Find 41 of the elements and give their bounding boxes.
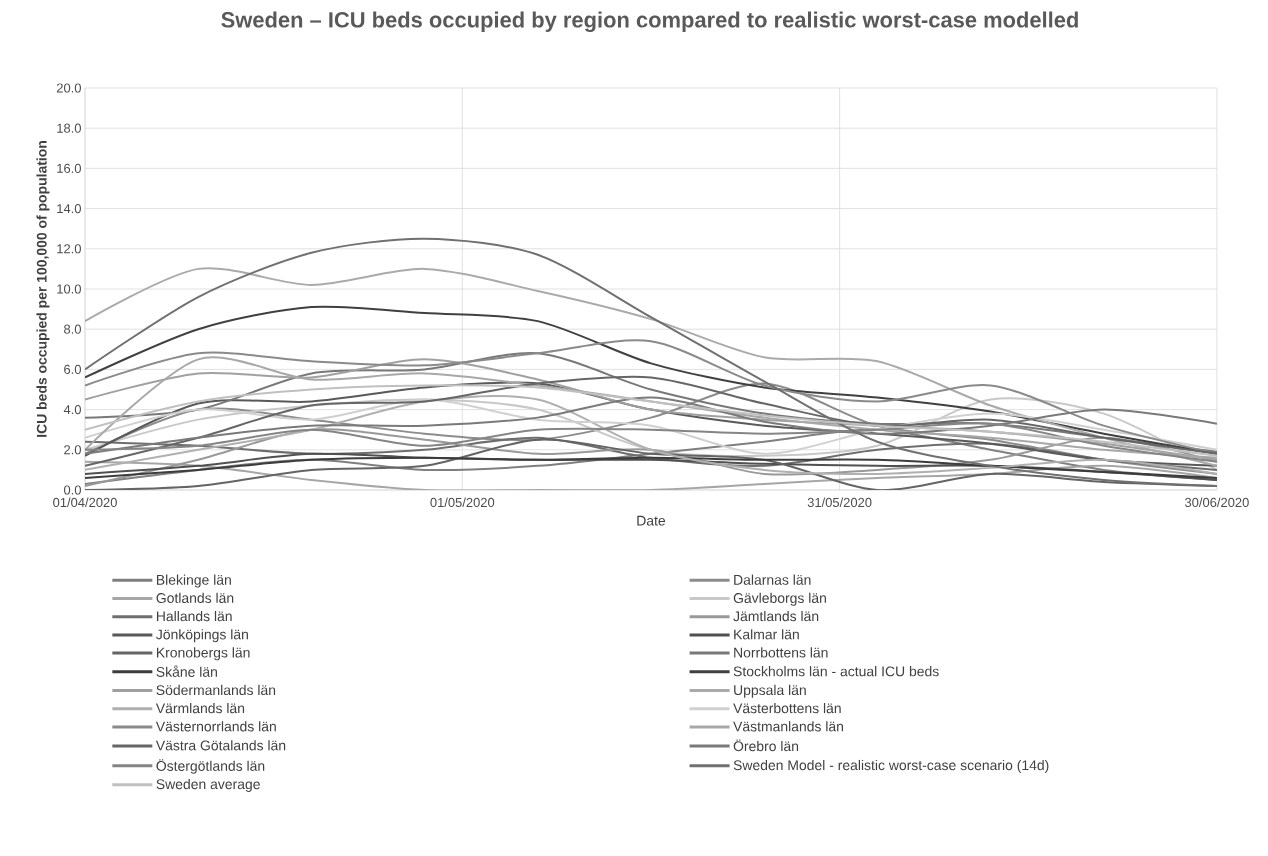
legend-label: Västmanlands län	[733, 721, 844, 732]
y-tick-label: 12.0	[57, 244, 81, 254]
legend-label: Örebro län	[733, 739, 799, 752]
legend-label: Östergötlands län	[156, 759, 265, 774]
legend-label: Södermanlands län	[156, 684, 276, 696]
legend-label: Västernorrlands län	[155, 721, 276, 732]
y-tick-label: 10.0	[57, 284, 81, 294]
legend-label: Jämtlands län	[733, 610, 819, 622]
x-tick-label: 30/06/2020	[1184, 497, 1249, 508]
legend-label: Blekinge län	[156, 574, 231, 588]
legend-label: Kronobergs län	[156, 647, 250, 661]
x-tick-label: 01/05/2020	[430, 497, 495, 508]
y-tick-label: 20.0	[56, 83, 81, 93]
x-axis-title: Date	[637, 515, 666, 526]
legend-label: Sweden Model - realistic worst-case scenario (14d)	[733, 759, 1049, 773]
legend-label: Hallands län	[156, 610, 232, 622]
y-tick-label: 14.0	[57, 204, 81, 214]
legend-label: Jönköpings län	[156, 629, 248, 643]
legend-label: Skåne län	[156, 665, 217, 677]
legend-label: Uppsala län	[734, 684, 806, 698]
legend-label: Sweden average	[156, 778, 260, 792]
legend-label: Dalarnas län	[734, 574, 811, 585]
legend-label: Stockholms län - actual ICU beds	[733, 666, 939, 677]
y-tick-label: 0.0	[63, 485, 81, 495]
legend-label: Västerbottens län	[733, 703, 841, 714]
y-tick-label: 6.0	[64, 364, 81, 374]
y-tick-label: 2.0	[64, 445, 81, 455]
y-tick-label: 18.0	[57, 123, 81, 133]
chart-title: Sweden – ICU beds occupied by region compared to realistic worst-case modelled	[221, 11, 1078, 33]
legend-label: Gävleborgs län	[733, 592, 826, 606]
legend-label: Gotlands län	[156, 592, 234, 603]
legend-label: Värmlands län	[155, 703, 245, 714]
legend-label: Västra Götalands län	[155, 740, 286, 751]
y-tick-label: 16.0	[57, 163, 81, 173]
legend-label: Kalmar län	[734, 629, 799, 640]
x-tick-label: 31/05/2020	[807, 497, 872, 508]
legend-label: Norrbottens län	[734, 647, 828, 658]
y-axis-title: ICU beds occupied per 100,000 of population	[36, 141, 50, 437]
y-tick-label: 4.0	[63, 405, 81, 415]
x-tick-label: 01/04/2020	[53, 497, 117, 508]
y-tick-label: 8.0	[64, 324, 81, 334]
